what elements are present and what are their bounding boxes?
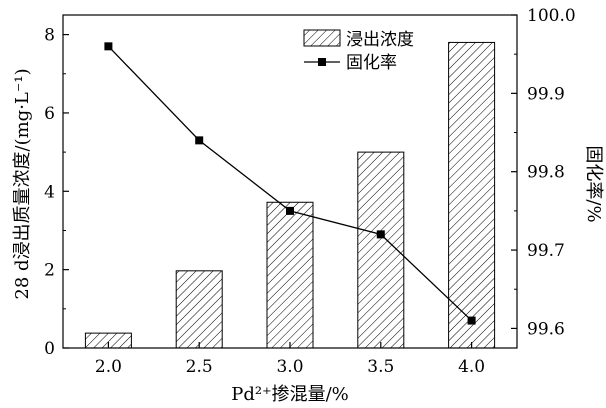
right-axis-ticks: 99.6 99.7 99.8 99.9 100.0 [511,6,576,339]
left-axis-ticks: 0 2 4 6 8 [44,26,69,359]
right-axis-title: 固化率/% [583,145,604,222]
left-tick-label: 8 [44,26,55,46]
legend-swatch-bar [303,29,341,47]
bar [357,151,405,349]
x-tick-label: 2.5 [186,357,213,377]
left-axis-title: 28 d浸出质量浓度/(mg·L⁻¹) [12,68,33,299]
x-axis-ticks: 2.0 2.5 3.0 3.5 4.0 [95,342,485,377]
x-tick-label: 4.0 [458,357,485,377]
left-tick-label: 4 [44,182,55,202]
bars-layer [84,41,496,349]
right-tick-label: 99.6 [527,319,565,339]
bar [266,201,314,349]
left-tick-label: 6 [44,104,55,124]
x-axis-title: Pd²⁺掺混量/% [231,384,349,405]
legend-label-line: 固化率 [346,53,397,73]
right-tick-label: 99.9 [527,84,565,104]
line-point [195,136,204,145]
right-tick-label: 99.7 [527,241,565,261]
legend-swatch-marker [318,58,326,66]
legend-label-bar: 浸出浓度 [346,30,414,50]
left-tick-label: 2 [44,261,55,281]
x-tick-label: 3.0 [276,357,303,377]
bar [448,41,496,349]
legend: 浸出浓度 固化率 [303,29,414,73]
line-point [376,230,385,239]
right-tick-label: 100.0 [527,6,576,26]
left-tick-label: 0 [44,339,55,359]
right-tick-label: 99.8 [527,163,565,183]
line-point [104,42,113,51]
line-point [286,206,294,215]
x-tick-label: 2.0 [95,357,122,377]
line-point [467,316,476,325]
bar [175,270,223,349]
x-tick-label: 3.5 [367,357,394,377]
line-layer [104,42,476,325]
